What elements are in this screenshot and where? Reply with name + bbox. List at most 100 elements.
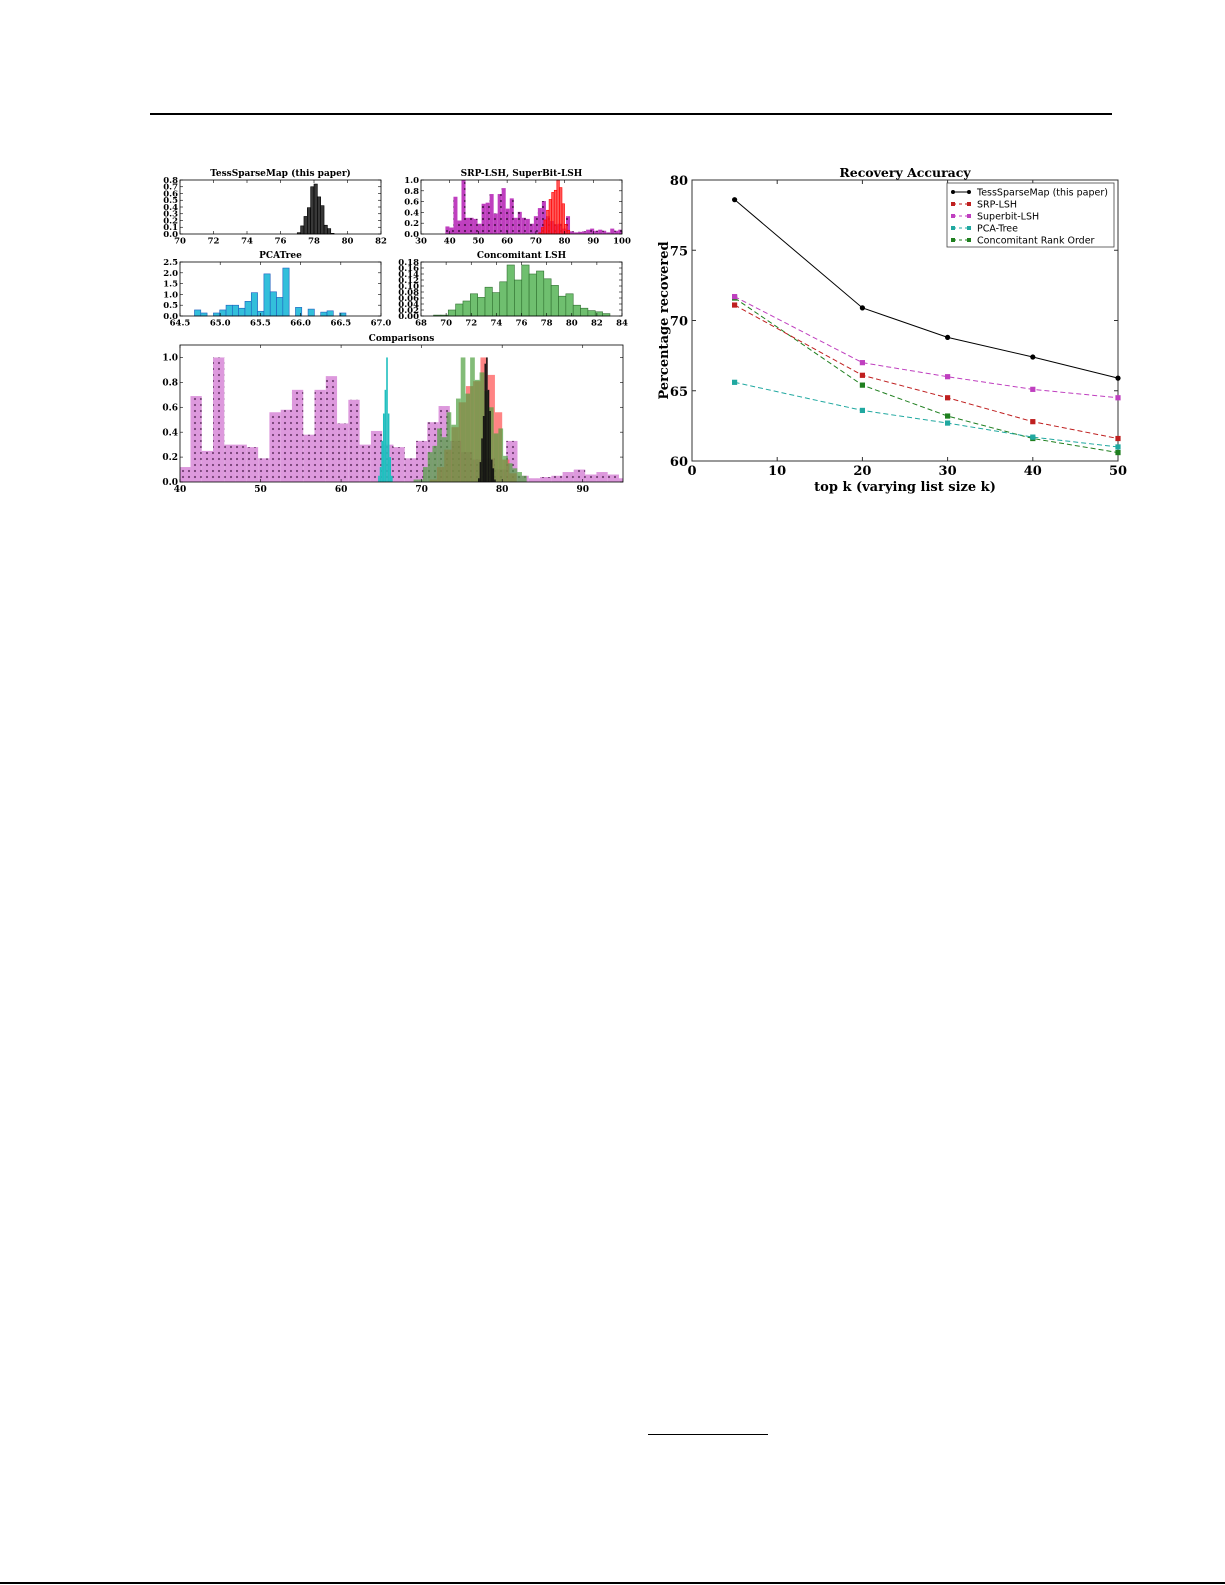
hist-concomitant-lsh: 68 70 72 74 76 78 80 82 840.000.020.040.060.080.… bbox=[398, 251, 628, 329]
histogram-bar bbox=[320, 311, 328, 317]
histogram-bar bbox=[313, 183, 318, 235]
data-point bbox=[732, 294, 738, 300]
histogram-bar bbox=[490, 459, 493, 482]
x-tick-label: 78 bbox=[308, 237, 320, 247]
histogram-bar bbox=[503, 455, 508, 482]
x-tick-label: 70 bbox=[440, 319, 452, 329]
histogram-bar bbox=[521, 475, 527, 482]
y-tick-label: 0.3 bbox=[163, 210, 178, 220]
y-tick-label: 0.5 bbox=[163, 301, 178, 311]
histogram-bar bbox=[437, 428, 442, 482]
y-tick-label: 0.08 bbox=[398, 288, 419, 298]
data-point bbox=[1115, 435, 1121, 442]
histogram-bar bbox=[379, 467, 382, 482]
histogram-bar bbox=[194, 309, 202, 317]
histogram-bar bbox=[506, 264, 515, 317]
data-point bbox=[732, 197, 738, 203]
x-tick-label: 90 bbox=[576, 485, 589, 495]
y-tick-label: 0.2 bbox=[162, 453, 178, 463]
histogram-bar bbox=[565, 293, 574, 317]
x-tick-label: 40 bbox=[444, 237, 456, 247]
data-point bbox=[1115, 444, 1121, 450]
histogram-bar bbox=[517, 472, 522, 482]
histogram-bar bbox=[487, 389, 490, 482]
histogram-bar bbox=[470, 357, 475, 482]
histogram-bar bbox=[427, 452, 433, 482]
x-tick-label: 100 bbox=[613, 237, 631, 247]
x-axis-label: top k (varying list size k) bbox=[814, 480, 996, 495]
x-tick-label: 76 bbox=[516, 319, 528, 329]
y-tick-label: 0.6 bbox=[404, 198, 419, 208]
histogram-bar bbox=[200, 312, 208, 317]
histogram-bar bbox=[580, 307, 589, 317]
histogram-bar bbox=[477, 297, 486, 317]
histogram-bar bbox=[413, 479, 419, 482]
histogram-bar bbox=[594, 311, 603, 317]
x-tick-label: 70 bbox=[174, 237, 186, 247]
histogram-bar bbox=[387, 413, 390, 482]
y-tick-label: 0.5 bbox=[163, 196, 178, 206]
histogram-bar bbox=[455, 303, 464, 317]
data-point bbox=[1030, 434, 1036, 440]
page-bottom-rule bbox=[0, 1582, 1225, 1584]
histogram-bar bbox=[327, 228, 332, 235]
histogram-bar bbox=[263, 273, 271, 317]
histogram-bar bbox=[451, 424, 456, 482]
histogram-bar bbox=[498, 428, 504, 482]
histogram-bar bbox=[391, 475, 393, 482]
line-chart-recovery-accuracy: 0 10 20 30 40 50 60 65 70 75 80 Recovery Accuracy to… bbox=[657, 165, 1127, 495]
chart-title: SRP-LSH, SuperBit-LSH bbox=[461, 169, 583, 179]
chart-title: Concomitant LSH bbox=[477, 251, 567, 261]
hist-tessparsemap: 70 72 74 76 78 80 82 0.00.10.20.30.40.50.60.70.… bbox=[163, 168, 387, 247]
y-tick-label: 0.6 bbox=[162, 403, 178, 413]
histogram-bar bbox=[566, 229, 571, 235]
histogram-bar bbox=[536, 270, 545, 317]
histogram-bar bbox=[317, 196, 322, 235]
y-tick-label: 0.8 bbox=[404, 187, 419, 197]
histogram-bar bbox=[492, 468, 495, 482]
x-tick-label: 20 bbox=[853, 464, 871, 479]
y-tick-label: 0.0 bbox=[163, 230, 178, 240]
histogram-bar bbox=[382, 413, 385, 482]
y-tick-label: 0.0 bbox=[163, 312, 178, 322]
histogram-bar bbox=[541, 227, 545, 235]
chart-title: PCATree bbox=[259, 251, 302, 261]
y-tick-label: 60 bbox=[670, 455, 688, 470]
histogram-bar bbox=[326, 310, 334, 317]
histogram-bar bbox=[269, 291, 277, 317]
y-tick-label: 0.6 bbox=[163, 189, 178, 199]
x-tick-label: 74 bbox=[490, 319, 502, 329]
histogram-bar bbox=[470, 293, 478, 317]
histogram-bar bbox=[446, 412, 452, 482]
x-tick-label: 78 bbox=[541, 319, 553, 329]
y-tick-label: 0.4 bbox=[163, 203, 178, 213]
x-tick-label: 70 bbox=[530, 237, 542, 247]
legend: TessSparseMap (this paper)SRP-LSHSuperbi… bbox=[946, 182, 1115, 248]
x-tick-label: 64.5 bbox=[170, 319, 191, 329]
x-tick-label: 40 bbox=[1024, 464, 1042, 479]
hist-comparisons: 40 50 60 70 80 90 0.0 0.2 0.4 0.6 0.8 1.0 Comparison… bbox=[162, 334, 624, 495]
data-point bbox=[859, 360, 865, 366]
histogram-bar bbox=[507, 463, 513, 482]
x-tick-label: 68 bbox=[415, 319, 427, 329]
histogram-bar bbox=[432, 445, 438, 482]
histogram-bar bbox=[381, 440, 383, 482]
y-tick-label: 0.02 bbox=[398, 306, 419, 316]
data-point bbox=[945, 374, 951, 380]
data-point bbox=[1115, 449, 1121, 456]
x-tick-label: 50 bbox=[473, 237, 485, 247]
y-tick-label: 0.16 bbox=[398, 264, 419, 274]
y-tick-label: 0.7 bbox=[163, 183, 178, 193]
histogram-bar bbox=[493, 433, 499, 482]
chart-title: Comparisons bbox=[369, 334, 435, 344]
y-tick-label: 2.5 bbox=[163, 258, 178, 268]
figure: 70 72 74 76 78 80 820.00.10.20.30.40.50.60.70.… bbox=[162, 165, 1127, 495]
y-tick-label: 0.0 bbox=[162, 478, 178, 488]
histogram-bar bbox=[310, 186, 315, 235]
data-point bbox=[732, 302, 738, 308]
y-tick-label: 2.0 bbox=[163, 269, 178, 279]
y-tick-label: 0.1 bbox=[163, 223, 178, 233]
header-rule bbox=[150, 113, 1112, 115]
data-point bbox=[1115, 375, 1121, 381]
x-tick-label: 80 bbox=[559, 237, 571, 247]
